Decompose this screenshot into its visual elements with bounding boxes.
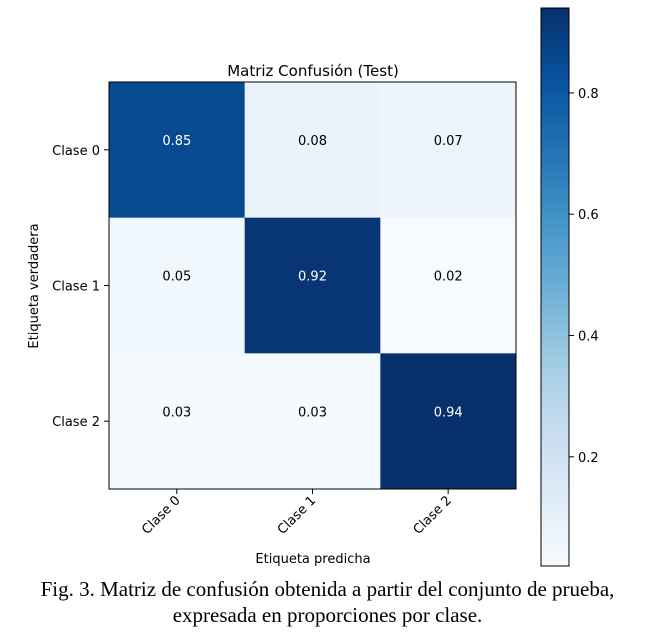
heatmap-cell-labels: 0.85 0.08 0.07 0.05 0.92 0.02 0.03 0.03 0.94 <box>162 134 462 420</box>
y-tick-label: Clase 0 <box>52 144 100 159</box>
cell-value-label: 0.08 <box>298 134 327 149</box>
cell-value-label: 0.03 <box>162 405 191 420</box>
heatmap-cell <box>244 82 381 219</box>
colorbar-tick-label: 0.6 <box>578 208 599 223</box>
heatmap-cell <box>109 217 246 354</box>
colorbar-axis: 0.2 0.4 0.6 0.8 <box>569 87 599 466</box>
figure-caption: Fig. 3. Matriz de confusión obtenida a p… <box>0 576 655 628</box>
heatmap-cells <box>109 82 517 490</box>
y-axis: Clase 0 Clase 1 Clase 2 <box>52 144 109 430</box>
caption-line-1: Fig. 3. Matriz de confusión obtenida a p… <box>40 577 615 601</box>
cell-value-label: 0.07 <box>434 134 463 149</box>
x-tick-label: Clase 0 <box>139 493 183 537</box>
heatmap-cell <box>380 217 517 354</box>
y-axis-label: Etiqueta verdadera <box>27 223 42 348</box>
chart-title: Matriz Confusión (Test) <box>227 62 399 80</box>
colorbar-tick-label: 0.4 <box>578 330 599 345</box>
y-tick-label: Clase 2 <box>52 415 100 430</box>
heatmap-cell <box>244 353 381 490</box>
cell-value-label: 0.85 <box>162 134 191 149</box>
colorbar-tick-label: 0.8 <box>578 87 599 102</box>
x-tick-label: Clase 1 <box>275 493 319 537</box>
x-axis-label: Etiqueta predicha <box>255 552 370 567</box>
caption-line-2: expresada en proporciones por clase. <box>172 603 483 627</box>
heatmap-cell <box>380 353 517 490</box>
heatmap-cell <box>380 82 517 219</box>
cell-value-label: 0.02 <box>434 270 463 285</box>
colorbar <box>540 7 570 567</box>
confusion-matrix-chart: Matriz Confusión (Test) 0.85 0.08 0.07 0.05… <box>27 7 599 567</box>
cell-value-label: 0.05 <box>162 270 191 285</box>
x-axis: Clase 0 Clase 1 Clase 2 <box>139 489 455 538</box>
y-tick-label: Clase 1 <box>52 280 100 295</box>
cell-value-label: 0.94 <box>434 405 463 420</box>
x-tick-label: Clase 2 <box>411 493 455 537</box>
colorbar-tick-label: 0.2 <box>578 451 599 466</box>
heatmap-cell <box>109 353 246 490</box>
heatmap-cell <box>109 82 246 219</box>
cell-value-label: 0.03 <box>298 405 327 420</box>
heatmap-cell <box>244 217 381 354</box>
cell-value-label: 0.92 <box>298 270 327 285</box>
